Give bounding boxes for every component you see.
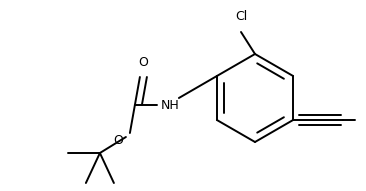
- Text: O: O: [138, 56, 148, 69]
- Text: NH: NH: [161, 99, 180, 112]
- Text: O: O: [113, 134, 123, 146]
- Text: Cl: Cl: [235, 10, 247, 23]
